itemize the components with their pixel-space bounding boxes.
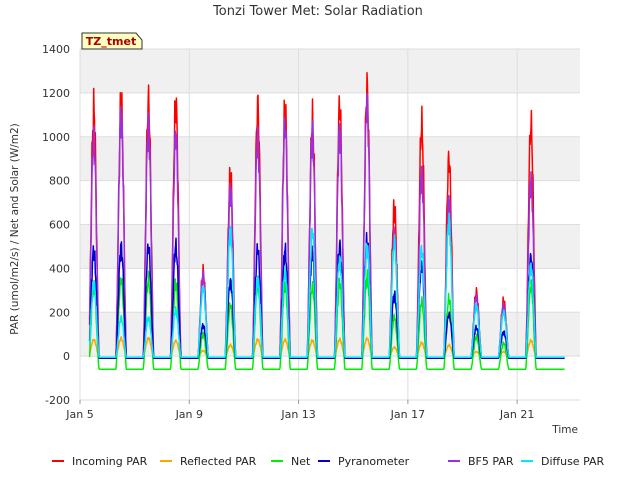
site-badge-label: TZ_tmet: [86, 35, 136, 48]
x-tick-label: Jan 9: [175, 408, 203, 421]
y-tick-label: 1400: [42, 43, 70, 56]
plot-band: [80, 268, 580, 313]
y-tick-label: 800: [49, 175, 70, 188]
y-tick-label: 400: [49, 262, 70, 275]
x-tick-label: Jan 21: [499, 408, 534, 421]
x-axis-title: Time: [551, 424, 578, 436]
y-tick-label: 200: [49, 306, 70, 319]
chart-title: Tonzi Tower Met: Solar Radiation: [212, 4, 423, 19]
y-axis-title: PAR (umol/m2/s) / Net and Solar (W/m2): [9, 123, 21, 335]
y-axis: -200 0 200 400 600 800 1000 1200 1400: [42, 43, 70, 407]
x-axis: Jan 5 Jan 9 Jan 13 Jan 17 Jan 21: [65, 400, 534, 421]
legend: Incoming PAR Reflected PAR Net Pyranometer B…: [52, 455, 605, 468]
y-tick-label: 1000: [42, 131, 70, 144]
x-tick-label: Jan 5: [65, 408, 93, 421]
series-line-diffuse-par: [88, 212, 565, 358]
series-layer: [88, 71, 565, 371]
legend-label: Incoming PAR: [72, 455, 148, 468]
grid-lines: [79, 48, 580, 401]
y-tick-label: 0: [63, 350, 70, 363]
site-badge: TZ_tmet: [81, 32, 143, 50]
legend-label: Diffuse PAR: [541, 455, 605, 468]
legend-label: BF5 PAR: [468, 455, 514, 468]
series-line-net: [88, 268, 565, 371]
legend-label: Pyranometer: [338, 455, 410, 468]
plot-band: [80, 92, 580, 137]
legend-label: Net: [291, 455, 311, 468]
plot-band: [80, 49, 580, 93]
legend-label: Reflected PAR: [180, 455, 257, 468]
x-tick-label: Jan 17: [390, 408, 425, 421]
plot-band: [80, 356, 580, 400]
plot-band: [80, 312, 580, 357]
y-tick-label: 600: [49, 219, 70, 232]
plot-area: [80, 49, 580, 400]
y-tick-label: 1200: [42, 87, 70, 100]
site-badge-box: [81, 32, 143, 50]
x-tick-label: Jan 13: [280, 408, 315, 421]
plot-band: [80, 180, 580, 225]
plot-band: [80, 224, 580, 269]
series-line-pyranometer: [88, 231, 565, 360]
y-tick-label: -200: [45, 394, 70, 407]
plot-band: [80, 136, 580, 181]
